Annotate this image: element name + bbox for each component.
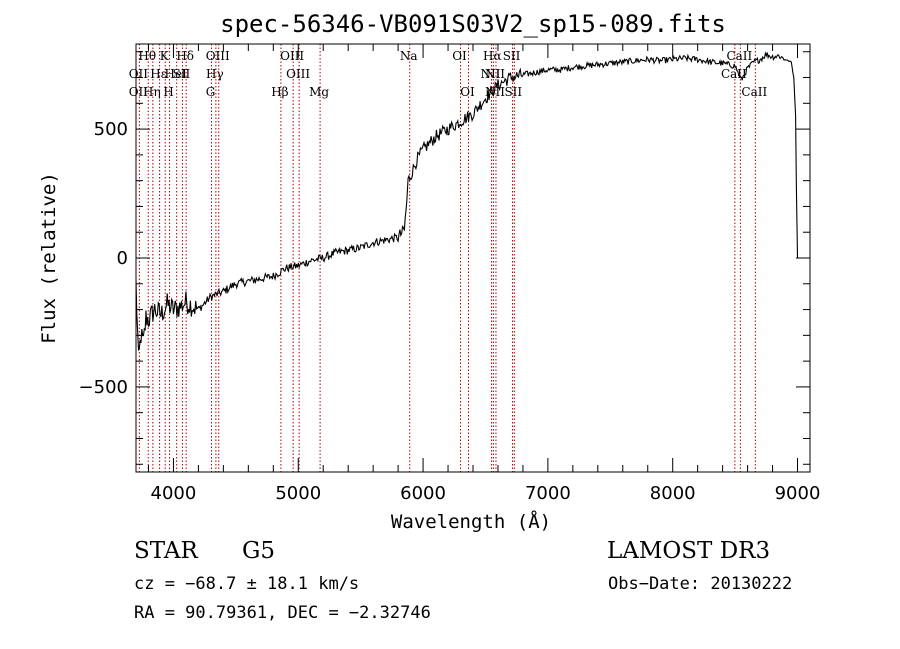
line-marker-label: CaII [726,49,752,63]
line-marker-label: NII [485,67,505,81]
line-marker-label: OII [129,85,149,99]
sky-coordinates: RA = 90.79361, DEC = −2.32746 [134,603,431,623]
x-tick-label: 5000 [275,483,321,504]
line-marker-label: Hγ [206,67,224,81]
line-marker-label: OIII [206,49,230,63]
line-marker-label: Hδ [176,49,194,63]
line-marker-label: OIII [280,49,304,63]
line-marker-label: OII [129,67,149,81]
line-marker-label: Hε [150,67,167,81]
chart-title: spec-56346-VB091S03V2_sp15-089.fits [220,10,726,38]
line-marker-label: NII [480,67,500,81]
object-class: STAR [134,538,198,564]
line-marker-label: Hη [143,85,161,99]
axis-ticks [136,44,810,472]
y-tick-labels: −500 0 500 [79,119,128,398]
x-tick-label: 4000 [151,483,197,504]
x-tick-labels: 4000 5000 6000 7000 8000 9000 [151,483,821,504]
line-marker-label: OI [452,49,467,63]
spectrum-line [135,51,799,352]
x-axis-label: Wavelength (Å) [391,510,551,533]
observation-date: Obs−Date: 20130222 [608,574,793,594]
line-markers [138,44,756,472]
line-marker-label: Hβ [271,85,288,99]
line-marker-label: H [163,85,173,99]
redshift-value: cz = −68.7 ± 18.1 km/s [134,574,360,594]
y-axis-label: Flux (relative) [38,172,60,344]
y-tick-label: 500 [94,119,128,140]
line-marker-label: OI [460,85,475,99]
line-marker-label: Mg [309,85,329,99]
y-tick-label: −500 [79,377,128,398]
line-marker-label: SII [503,49,521,63]
line-marker-label: CaII [741,85,767,99]
line-marker-label: G [206,85,216,99]
plot-frame [135,43,811,473]
y-tick-label: 0 [117,248,128,269]
line-marker-label: SII [504,85,522,99]
line-marker-label: Na [400,49,418,63]
x-tick-label: 6000 [400,483,446,504]
line-marker-label: HeI [165,67,188,81]
x-tick-label: 9000 [775,483,821,504]
object-subclass: G5 [242,538,276,564]
line-marker-label: CaII [721,67,747,81]
x-tick-label: 8000 [650,483,696,504]
line-marker-label: Hθ [138,49,156,63]
line-marker-label: K [160,49,170,63]
survey-name: LAMOST DR3 [607,538,771,564]
line-marker-label: SII [173,67,191,81]
line-marker-label: Hα [483,49,502,63]
x-tick-label: 7000 [525,483,571,504]
line-marker-label: OIII [286,67,310,81]
